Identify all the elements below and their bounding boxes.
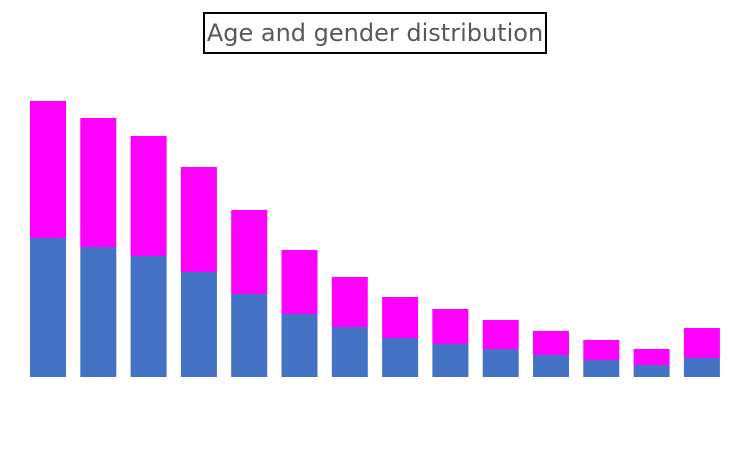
bar-series1-12 bbox=[583, 360, 620, 377]
bar-series1-13 bbox=[633, 365, 670, 377]
bar-series2-11 bbox=[533, 331, 569, 355]
bar-series2-1 bbox=[30, 101, 66, 238]
bar-series2-14 bbox=[683, 328, 720, 358]
bar-series1-4 bbox=[180, 272, 217, 377]
bar-series2-9 bbox=[432, 309, 469, 344]
bar-series2-13 bbox=[633, 349, 670, 365]
bar-series1-3 bbox=[130, 256, 167, 377]
bar-series1-9 bbox=[432, 344, 469, 377]
bar-series2-6 bbox=[281, 250, 318, 314]
bar-series1-14 bbox=[683, 358, 720, 377]
bar-series1-10 bbox=[482, 349, 519, 377]
bar-series1-6 bbox=[281, 314, 318, 377]
bar-series2-3 bbox=[130, 136, 167, 256]
bar-series2-8 bbox=[382, 297, 419, 338]
bar-series2-5 bbox=[231, 210, 268, 294]
bar-series1-2 bbox=[80, 247, 117, 377]
bar-series2-2 bbox=[80, 118, 117, 247]
bar-series1-8 bbox=[382, 338, 419, 377]
bar-series1-11 bbox=[533, 355, 569, 377]
chart-title: Age and gender distribution bbox=[203, 12, 547, 54]
bar-series2-10 bbox=[482, 320, 519, 349]
bar-series2-7 bbox=[331, 277, 368, 327]
bar-series2-12 bbox=[583, 340, 620, 360]
bar-series1-7 bbox=[331, 327, 368, 377]
bar-series2-4 bbox=[180, 167, 217, 272]
bar-series1-5 bbox=[231, 294, 268, 377]
bar-series1-1 bbox=[30, 238, 66, 377]
